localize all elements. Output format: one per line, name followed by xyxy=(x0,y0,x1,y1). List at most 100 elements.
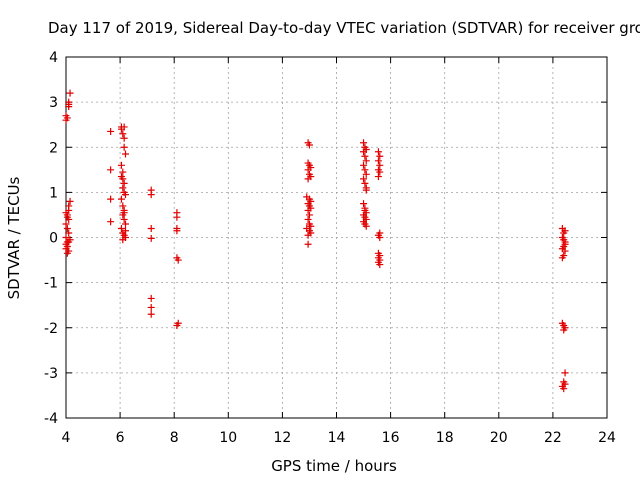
data-point xyxy=(62,245,70,253)
data-point xyxy=(107,166,115,174)
y-tick-label: -3 xyxy=(44,366,58,382)
x-tick-label: 22 xyxy=(544,430,562,446)
data-point xyxy=(304,175,312,183)
data-point xyxy=(122,220,130,228)
data-point xyxy=(122,191,130,199)
data-point xyxy=(117,173,125,181)
data-point xyxy=(561,240,569,248)
data-point xyxy=(174,256,182,264)
x-tick-label: 12 xyxy=(273,430,291,446)
x-axis-label: GPS time / hours xyxy=(271,457,397,475)
y-tick-label: -1 xyxy=(44,276,58,292)
y-tick-label: -2 xyxy=(44,321,58,337)
x-tick-label: 8 xyxy=(170,430,179,446)
data-point xyxy=(304,206,312,214)
data-point xyxy=(65,238,73,246)
data-point xyxy=(66,197,74,205)
data-point xyxy=(561,380,569,388)
data-point xyxy=(119,130,127,138)
data-point xyxy=(361,152,369,160)
data-point xyxy=(120,209,128,217)
y-tick-label: 0 xyxy=(49,231,58,247)
y-tick-label: 2 xyxy=(49,140,58,156)
data-point xyxy=(147,310,155,318)
chart-title: Day 117 of 2019, Sidereal Day-to-day VTE… xyxy=(48,19,640,37)
data-point xyxy=(362,170,370,178)
data-point xyxy=(304,240,312,248)
data-point xyxy=(305,141,313,149)
data-point xyxy=(560,326,568,334)
data-point xyxy=(65,100,73,108)
data-point xyxy=(560,236,568,244)
data-point xyxy=(361,166,369,174)
data-point xyxy=(147,294,155,302)
data-point xyxy=(376,168,384,176)
data-point xyxy=(63,249,71,257)
data-point xyxy=(147,234,155,242)
data-point xyxy=(120,179,128,187)
data-point xyxy=(62,234,70,241)
data-point xyxy=(360,161,368,169)
data-point xyxy=(65,229,73,237)
data-point xyxy=(119,184,127,192)
data-point xyxy=(360,200,368,208)
data-point xyxy=(66,89,74,97)
x-tick-label: 18 xyxy=(436,430,454,446)
grid-lines xyxy=(66,57,607,418)
data-point xyxy=(147,303,155,311)
data-point xyxy=(376,152,384,160)
data-point xyxy=(360,139,368,147)
data-point xyxy=(120,134,128,142)
data-point xyxy=(147,224,155,232)
data-point xyxy=(376,161,384,169)
data-point xyxy=(374,173,382,181)
data-point xyxy=(362,186,370,194)
x-tick-label: 6 xyxy=(116,430,125,446)
y-tick-label: 1 xyxy=(49,185,58,201)
data-point xyxy=(119,202,127,210)
data-point xyxy=(362,157,370,165)
data-point xyxy=(120,123,128,131)
data-point xyxy=(117,224,125,232)
x-tick-label: 4 xyxy=(62,430,71,446)
data-point xyxy=(107,218,115,226)
data-point xyxy=(560,385,568,393)
y-tick-label: 3 xyxy=(49,95,58,111)
y-tick-labels: -4 -3 -2 -1 0 1 2 3 4 xyxy=(44,50,58,427)
y-tick-label: -4 xyxy=(44,411,58,427)
y-axis-label: SDTVAR / TECUs xyxy=(5,176,23,299)
data-point xyxy=(173,227,181,235)
data-point xyxy=(63,224,71,232)
data-point xyxy=(107,195,115,203)
data-point xyxy=(63,114,71,122)
data-point xyxy=(62,220,70,228)
data-point xyxy=(361,206,369,214)
data-point xyxy=(122,150,130,158)
data-point xyxy=(304,231,312,239)
data-point xyxy=(561,247,569,255)
data-point xyxy=(119,236,127,244)
data-point xyxy=(376,234,384,241)
data-point xyxy=(120,215,128,223)
data-point xyxy=(122,227,130,235)
data-point xyxy=(374,148,382,156)
data-point xyxy=(120,143,128,151)
y-tick-label: 4 xyxy=(49,50,58,66)
x-tick-label: 16 xyxy=(382,430,400,446)
data-point xyxy=(304,215,312,223)
data-point xyxy=(558,254,566,262)
data-point xyxy=(119,168,127,176)
data-points xyxy=(62,89,569,393)
data-point xyxy=(560,229,568,237)
x-tick-label: 24 xyxy=(598,430,616,446)
data-point xyxy=(362,222,370,230)
data-point xyxy=(305,211,313,219)
data-point xyxy=(117,161,125,169)
data-point xyxy=(361,179,369,187)
data-point xyxy=(65,202,73,210)
data-point xyxy=(107,127,115,135)
x-tick-label: 10 xyxy=(219,430,237,446)
x-tick-label: 14 xyxy=(328,430,346,446)
